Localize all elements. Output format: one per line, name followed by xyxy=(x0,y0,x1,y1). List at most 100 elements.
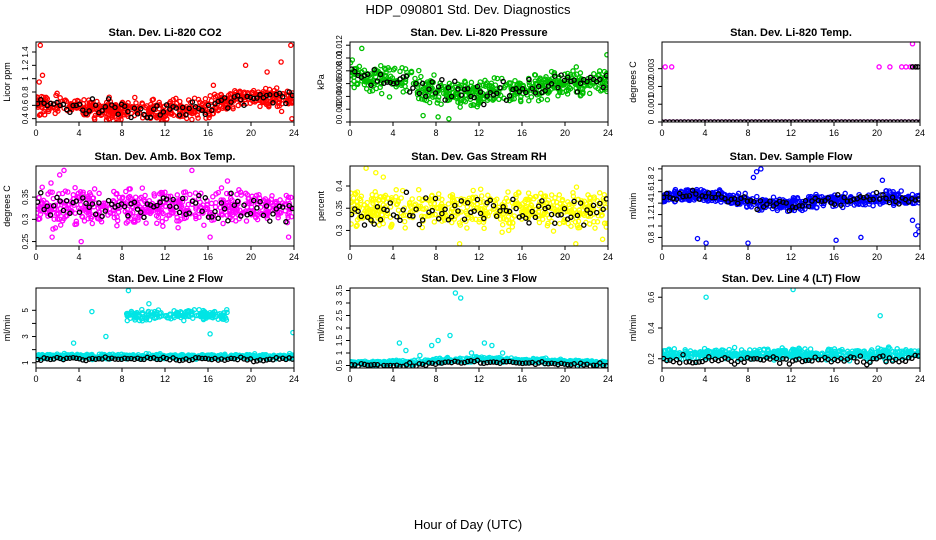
black-point xyxy=(406,89,413,95)
black-point xyxy=(150,106,157,112)
data-point xyxy=(555,93,561,99)
data-point xyxy=(132,312,139,318)
black-point xyxy=(696,119,703,122)
data-point xyxy=(192,190,199,196)
outlier-point xyxy=(290,329,294,336)
y-tick-label: 3 xyxy=(335,300,344,305)
y-tick-label: 0.003 xyxy=(647,58,656,79)
data-point xyxy=(128,308,135,315)
data-point xyxy=(898,188,904,194)
black-point xyxy=(510,359,516,365)
black-point xyxy=(581,222,587,228)
data-point xyxy=(76,98,82,105)
black-point xyxy=(350,362,355,368)
outlier-point xyxy=(49,234,55,240)
outlier-point xyxy=(481,340,488,346)
black-point xyxy=(115,111,121,117)
data-point xyxy=(111,214,118,221)
black-point xyxy=(131,105,138,111)
black-point xyxy=(234,198,241,205)
x-tick-label: 8 xyxy=(433,252,438,262)
black-point xyxy=(886,199,893,206)
outlier-point xyxy=(833,237,839,244)
y-axis-label: degrees C xyxy=(2,185,12,227)
data-point xyxy=(351,84,357,91)
black-point xyxy=(176,112,183,118)
data-point xyxy=(434,100,440,106)
black-point xyxy=(778,119,785,122)
data-point xyxy=(354,198,360,205)
data-point xyxy=(193,213,199,220)
data-point xyxy=(464,225,470,231)
x-tick-label: 24 xyxy=(915,128,925,138)
black-point xyxy=(481,215,487,222)
data-point xyxy=(175,224,181,231)
data-point xyxy=(206,114,212,121)
black-point xyxy=(238,96,244,103)
data-point xyxy=(470,101,476,108)
data-point xyxy=(477,186,484,192)
black-point xyxy=(474,357,481,364)
black-point xyxy=(128,355,134,362)
y-tick-label: 1.8 xyxy=(647,174,656,186)
black-point xyxy=(186,357,192,364)
black-point xyxy=(801,119,807,122)
data-point xyxy=(556,192,563,198)
black-point xyxy=(464,85,471,92)
black-point xyxy=(681,119,688,122)
x-tick-label: 16 xyxy=(829,252,839,262)
y-axis-label: ml/min xyxy=(316,315,326,342)
black-point xyxy=(167,203,173,209)
data-point xyxy=(505,189,511,195)
black-point xyxy=(50,203,57,209)
data-point xyxy=(499,221,506,228)
data-point xyxy=(218,197,224,203)
black-point xyxy=(199,355,205,362)
black-point xyxy=(364,362,371,368)
outlier-point xyxy=(417,352,423,359)
black-point xyxy=(584,78,590,85)
black-point xyxy=(831,201,838,207)
black-point xyxy=(112,356,118,362)
data-point xyxy=(72,184,78,191)
black-point xyxy=(775,119,781,122)
black-point xyxy=(102,208,109,214)
outlier-point xyxy=(210,82,217,89)
black-point xyxy=(532,90,539,96)
black-point xyxy=(247,210,254,217)
black-point xyxy=(254,95,260,101)
black-point xyxy=(747,197,754,204)
black-point xyxy=(600,84,606,91)
data-point xyxy=(420,86,426,92)
x-tick-label: 12 xyxy=(786,128,796,138)
data-point xyxy=(577,70,584,76)
outlier-point xyxy=(915,223,920,229)
black-point xyxy=(44,203,51,209)
black-point xyxy=(860,194,867,201)
black-point xyxy=(260,357,267,364)
black-point xyxy=(419,217,426,223)
x-tick-label: 8 xyxy=(119,252,124,262)
x-tick-label: 0 xyxy=(659,252,664,262)
black-point xyxy=(493,359,500,366)
black-point xyxy=(176,209,183,216)
black-point xyxy=(209,107,215,114)
data-point xyxy=(572,219,579,225)
data-point xyxy=(597,88,604,94)
black-point xyxy=(54,194,60,201)
black-point xyxy=(461,86,468,93)
black-point xyxy=(909,119,916,122)
black-point xyxy=(154,202,160,209)
outlier-point xyxy=(858,234,864,241)
outlier-point xyxy=(89,308,95,315)
black-point xyxy=(861,119,867,122)
x-tick-label: 24 xyxy=(603,128,613,138)
data-point xyxy=(235,102,241,109)
black-point xyxy=(838,119,845,122)
black-point xyxy=(715,119,721,122)
black-point xyxy=(279,204,286,210)
x-tick-label: 20 xyxy=(246,252,256,262)
data-point xyxy=(494,75,501,82)
black-point xyxy=(44,356,51,362)
